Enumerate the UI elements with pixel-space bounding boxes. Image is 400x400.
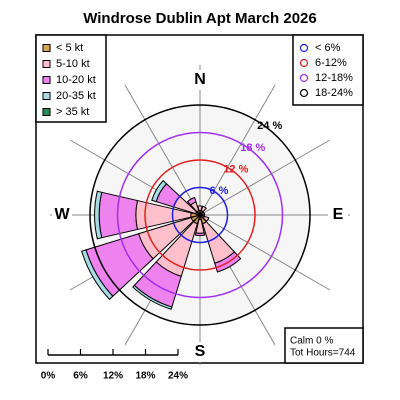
ring-label: 18 % bbox=[240, 142, 265, 154]
compass-label: S bbox=[195, 343, 206, 360]
legend-label: > 35 kt bbox=[56, 106, 89, 118]
compass-label: W bbox=[54, 206, 70, 223]
wedge bbox=[132, 284, 173, 310]
spoke bbox=[199, 139, 331, 216]
spoke bbox=[199, 84, 276, 216]
scale-tick-label: 12% bbox=[103, 371, 123, 382]
legend-label: 10-20 kt bbox=[56, 74, 96, 86]
compass-label: N bbox=[194, 71, 206, 88]
wedge bbox=[81, 249, 114, 301]
scale-tick-label: 6% bbox=[73, 371, 88, 382]
ring-legend-label: 6-12% bbox=[315, 57, 347, 69]
legend-label: 5-10 kt bbox=[56, 58, 90, 70]
ring bbox=[171, 186, 229, 244]
scale-tick-label: 18% bbox=[135, 371, 155, 382]
total-label: Tot Hours=744 bbox=[290, 348, 356, 359]
ring-label: 24 % bbox=[257, 120, 282, 132]
legend-swatch bbox=[42, 60, 51, 68]
ring-label: 12 % bbox=[223, 164, 248, 176]
ring-legend-marker bbox=[299, 88, 309, 98]
legend-swatch bbox=[42, 92, 51, 100]
scale-tick-label: 24% bbox=[168, 371, 188, 382]
spoke bbox=[199, 214, 331, 291]
ring bbox=[116, 131, 284, 299]
calm-label: Calm 0 % bbox=[290, 336, 333, 347]
wedge bbox=[194, 232, 206, 237]
legend-swatch bbox=[42, 108, 51, 116]
scale-tick-label: 0% bbox=[41, 371, 56, 382]
compass-label: E bbox=[333, 206, 344, 223]
ring-legend-marker bbox=[299, 43, 309, 53]
spoke bbox=[124, 84, 201, 216]
compass-bg bbox=[190, 342, 210, 362]
rose bbox=[50, 65, 350, 365]
ring-legend-marker bbox=[299, 58, 309, 68]
wedge bbox=[202, 215, 210, 222]
compass-bg bbox=[52, 205, 72, 225]
compass-bg bbox=[328, 205, 348, 225]
ring bbox=[144, 159, 256, 271]
ring-legend-label: < 6% bbox=[315, 42, 341, 54]
ring-legend-marker bbox=[299, 73, 309, 83]
calm-box bbox=[284, 327, 364, 364]
legend-swatch bbox=[42, 44, 51, 52]
wedge bbox=[200, 205, 207, 213]
wedge bbox=[197, 205, 203, 212]
ring-legend-label: 12-18% bbox=[315, 72, 353, 84]
legend-label: < 5 kt bbox=[56, 42, 83, 54]
ring-label: 6 % bbox=[209, 185, 228, 197]
legend-label: 20-35 kt bbox=[56, 90, 96, 102]
ring-legend-box bbox=[292, 34, 364, 106]
ring bbox=[89, 104, 311, 326]
chart-title: Windrose Dublin Apt March 2026 bbox=[83, 10, 317, 27]
compass-bg bbox=[190, 70, 210, 90]
wedge bbox=[94, 190, 103, 240]
wedge bbox=[186, 196, 197, 206]
ring-legend-label: 18-24% bbox=[315, 87, 353, 99]
legend-swatch bbox=[42, 76, 51, 84]
wedge bbox=[151, 179, 168, 203]
